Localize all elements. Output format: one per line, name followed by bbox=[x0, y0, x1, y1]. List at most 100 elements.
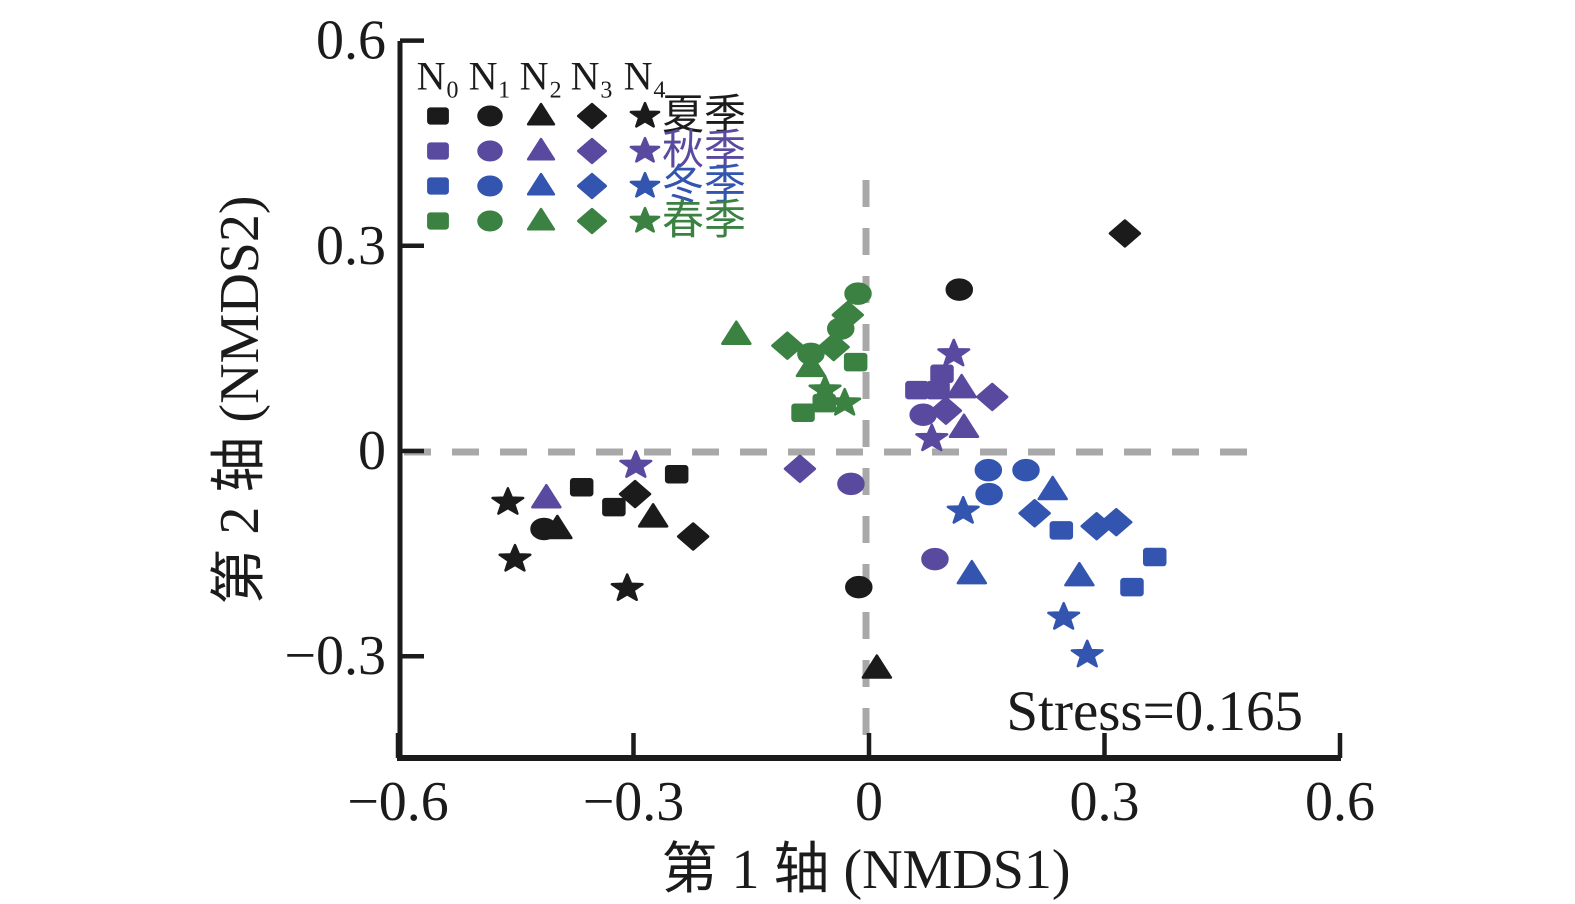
data-point-冬季-circle bbox=[1012, 458, 1040, 482]
data-point-夏季-star bbox=[498, 543, 532, 572]
data-point-春季-diamond bbox=[831, 300, 865, 330]
legend-marker-diamond-春季 bbox=[576, 207, 608, 235]
legend-marker-circle-夏季 bbox=[477, 105, 503, 127]
data-point-冬季-diamond bbox=[1018, 498, 1051, 528]
data-point-夏季-square bbox=[664, 465, 689, 484]
y-tick-label: 0.3 bbox=[316, 215, 386, 277]
data-point-冬季-square bbox=[1049, 521, 1074, 540]
data-point-秋季-square bbox=[930, 364, 954, 383]
legend-season-label: 秋季 bbox=[662, 128, 746, 174]
data-point-夏季-square bbox=[602, 497, 626, 517]
stress-annotation: Stress=0.165 bbox=[1006, 680, 1303, 743]
legend-treatment-label: N₃ bbox=[571, 54, 614, 99]
data-point-秋季-diamond bbox=[929, 396, 963, 425]
legend-marker-star-春季 bbox=[629, 206, 661, 233]
data-point-春季-circle bbox=[844, 282, 872, 305]
data-point-冬季-star bbox=[946, 495, 980, 524]
legend-treatment-label: N₁ bbox=[469, 54, 512, 99]
data-point-春季-star bbox=[808, 374, 842, 403]
data-point-冬季-circle bbox=[975, 482, 1003, 506]
data-point-秋季-star bbox=[915, 423, 949, 452]
y-tick-label: 0.6 bbox=[316, 10, 386, 72]
data-point-冬季-triangle bbox=[956, 559, 988, 585]
legend-marker-diamond-夏季 bbox=[576, 102, 608, 130]
legend-marker-square-夏季 bbox=[427, 107, 449, 125]
data-point-夏季-square bbox=[569, 478, 594, 497]
data-point-秋季-diamond bbox=[975, 382, 1009, 412]
legend-season-label: 春季 bbox=[662, 198, 746, 244]
data-point-夏季-diamond bbox=[676, 522, 710, 551]
legend-marker-circle-冬季 bbox=[477, 175, 503, 197]
data-point-夏季-triangle bbox=[861, 654, 893, 679]
legend-marker-square-冬季 bbox=[427, 177, 449, 195]
legend-marker-diamond-冬季 bbox=[576, 172, 608, 200]
legend-marker-star-秋季 bbox=[629, 136, 661, 163]
data-point-冬季-triangle bbox=[1037, 475, 1068, 501]
zero-reference-lines bbox=[404, 180, 1252, 755]
data-point-春季-diamond bbox=[771, 331, 804, 360]
legend-season-label: 冬季 bbox=[662, 163, 746, 209]
data-point-秋季-triangle bbox=[946, 373, 977, 399]
data-point-秋季-circle bbox=[909, 403, 937, 426]
data-point-春季-square bbox=[843, 352, 868, 372]
data-point-冬季-star bbox=[1047, 601, 1081, 630]
data-point-春季-square bbox=[791, 403, 815, 422]
data-point-夏季-diamond bbox=[618, 479, 652, 509]
data-point-夏季-diamond bbox=[1108, 219, 1142, 248]
legend-marker-diamond-秋季 bbox=[576, 137, 608, 165]
legend-treatment-label: N₄ bbox=[624, 54, 667, 99]
data-point-秋季-square bbox=[905, 380, 929, 400]
legend-marker-square-秋季 bbox=[427, 142, 449, 160]
data-point-春季-diamond bbox=[817, 332, 850, 362]
data-point-冬季-triangle bbox=[1064, 561, 1095, 587]
data-point-秋季-circle bbox=[837, 472, 865, 496]
x-tick-label: 0.6 bbox=[1305, 771, 1375, 833]
legend-season-label: 夏季 bbox=[662, 93, 746, 139]
legend-marker-triangle-秋季 bbox=[526, 137, 556, 161]
legend-marker-star-冬季 bbox=[629, 171, 661, 198]
data-point-夏季-circle bbox=[945, 278, 974, 301]
data-point-秋季-diamond bbox=[783, 454, 817, 484]
legend-marker-square-春季 bbox=[427, 212, 449, 230]
data-point-秋季-triangle bbox=[948, 413, 980, 438]
data-point-秋季-square bbox=[926, 380, 950, 400]
legend-marker-triangle-夏季 bbox=[526, 102, 556, 126]
legend-treatment-label: N₂ bbox=[520, 54, 563, 99]
data-point-冬季-circle bbox=[974, 458, 1003, 482]
data-point-春季-triangle bbox=[795, 352, 827, 378]
legend-treatment-label: N₀ bbox=[417, 54, 460, 99]
data-point-秋季-star bbox=[937, 338, 971, 367]
data-point-冬季-square bbox=[1142, 547, 1167, 567]
data-point-秋季-star bbox=[619, 450, 653, 478]
y-axis-title: 第 2 轴 (NMDS2) bbox=[209, 195, 271, 604]
x-tick-label: 0 bbox=[855, 771, 883, 833]
data-point-春季-triangle bbox=[721, 320, 752, 345]
legend-marker-circle-秋季 bbox=[477, 140, 503, 162]
x-tick-label: −0.6 bbox=[347, 771, 449, 833]
legend-marker-triangle-冬季 bbox=[526, 172, 556, 196]
y-tick-label: 0 bbox=[358, 420, 386, 482]
data-point-夏季-triangle bbox=[542, 514, 573, 540]
x-tick-label: −0.3 bbox=[583, 771, 685, 833]
data-point-春季-star bbox=[828, 387, 862, 416]
data-point-夏季-star bbox=[491, 487, 525, 515]
axis-ticks: −0.6 −0.3 0 0.3 0.6 0.6 0.3 0 −0.3 bbox=[284, 10, 1375, 833]
x-tick-label: 0.3 bbox=[1070, 771, 1140, 833]
data-point-冬季-square bbox=[1120, 577, 1144, 597]
data-point-夏季-triangle bbox=[637, 503, 669, 528]
legend-marker-star-夏季 bbox=[629, 101, 661, 128]
y-tick-label: −0.3 bbox=[284, 625, 386, 687]
data-point-夏季-star bbox=[610, 573, 644, 602]
data-point-冬季-star bbox=[1070, 639, 1104, 668]
legend-marker-triangle-春季 bbox=[526, 207, 556, 231]
scatter-points bbox=[491, 219, 1167, 679]
data-point-秋季-circle bbox=[921, 547, 949, 571]
legend-marker-circle-春季 bbox=[477, 210, 503, 232]
x-axis-title: 第 1 轴 (NMDS1) bbox=[661, 839, 1070, 901]
data-point-冬季-diamond bbox=[1100, 507, 1133, 537]
data-point-夏季-circle bbox=[845, 575, 873, 599]
data-point-秋季-triangle bbox=[531, 483, 562, 509]
